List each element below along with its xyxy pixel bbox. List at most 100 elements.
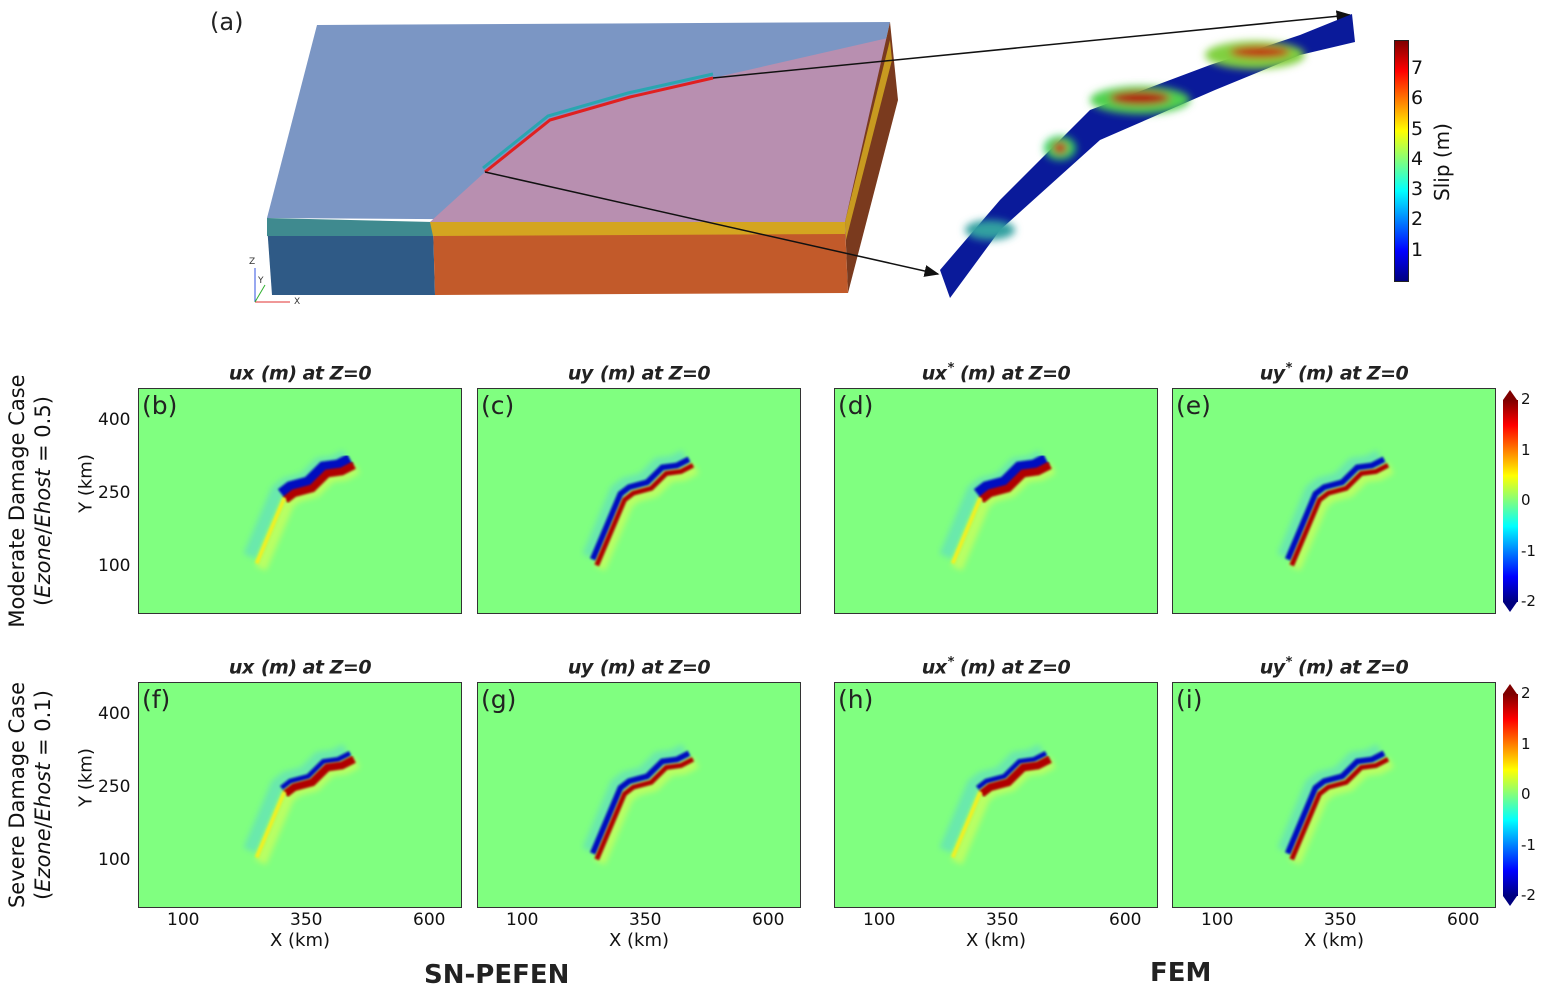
field-panel-b: (b) bbox=[138, 388, 462, 614]
field-negative-lobe bbox=[279, 751, 352, 790]
colorbar-tick: 1 bbox=[1521, 734, 1531, 753]
block-side bbox=[845, 22, 898, 293]
field-positive-lobe bbox=[1289, 462, 1390, 567]
x-tick-label: 600 bbox=[1447, 910, 1480, 930]
row-label: Moderate Damage Case (Ezone/Ehost = 0.5) bbox=[4, 371, 56, 631]
title-rest: (m) at Z=0 bbox=[1291, 656, 1409, 679]
field-lower-segment bbox=[950, 791, 983, 859]
panel-label-a: (a) bbox=[210, 8, 244, 36]
x-axis-label: X (km) bbox=[269, 930, 331, 951]
zoom-arrow bbox=[712, 10, 1352, 79]
x-tick-label: 600 bbox=[752, 910, 785, 930]
x-tick-label: 350 bbox=[1324, 910, 1357, 930]
slip-colorbar-label: Slip (m) bbox=[1430, 123, 1454, 201]
colorbar-tick: -2 bbox=[1521, 886, 1536, 904]
displacement-field bbox=[582, 744, 699, 865]
field-halo-negative bbox=[582, 450, 689, 560]
field-positive-lobe bbox=[979, 755, 1052, 798]
x-tick-label: 350 bbox=[290, 910, 323, 930]
title-variable: ux bbox=[228, 656, 254, 679]
method-label-sn-pefen: SN-PEFEN bbox=[424, 960, 570, 990]
method-label-fem: FEM bbox=[1150, 958, 1212, 988]
field-lower-segment bbox=[254, 791, 287, 859]
field-positive-lobe bbox=[283, 461, 356, 504]
slip-colorbar-tick: 2 bbox=[1411, 208, 1424, 231]
field-panel-f: (f) bbox=[138, 682, 462, 908]
field-halo-positive bbox=[1289, 462, 1394, 571]
title-variable: uy bbox=[567, 656, 593, 679]
field-halo-negative bbox=[243, 744, 350, 854]
field-halo-positive bbox=[951, 756, 1056, 865]
field-panel-h: (h) bbox=[834, 682, 1158, 908]
colorbar-tick: -2 bbox=[1521, 592, 1536, 610]
panel-label: (g) bbox=[481, 685, 517, 714]
row-label-ratio: (Ezone/Ehost = 0.5) bbox=[31, 396, 55, 606]
x-axis-label: X (km) bbox=[965, 930, 1027, 951]
x-tick-label: 350 bbox=[629, 910, 662, 930]
x-tick-label: 100 bbox=[1201, 910, 1234, 930]
y-tick-label: 250 bbox=[98, 483, 131, 503]
title-rest: (m) at Z=0 bbox=[254, 362, 372, 385]
field-negative-lobe bbox=[975, 751, 1048, 790]
field-lower-segment bbox=[950, 497, 983, 565]
block-front-left bbox=[267, 225, 435, 295]
panel-title: ux* (m) at Z=0 bbox=[834, 655, 1158, 678]
field-positive-lobe bbox=[979, 461, 1052, 504]
title-variable: ux bbox=[228, 362, 254, 385]
row-label-ratio: (Ezone/Ehost = 0.1) bbox=[31, 690, 55, 900]
panel-label: (h) bbox=[838, 685, 874, 714]
x-axis-label: X (km) bbox=[608, 930, 670, 951]
slip-colorbar-tick: 5 bbox=[1411, 117, 1424, 140]
displacement-field bbox=[939, 744, 1056, 865]
panel-title: uy (m) at Z=0 bbox=[477, 655, 801, 678]
slip-colorbar-tick: 7 bbox=[1411, 56, 1424, 79]
x-tick-label: 350 bbox=[986, 910, 1019, 930]
field-panel-e: (e) bbox=[1172, 388, 1496, 614]
title-variable: ux bbox=[921, 656, 947, 679]
triad-y-label: Y bbox=[257, 276, 264, 286]
title-variable: uy bbox=[1259, 362, 1285, 385]
displacement-field bbox=[243, 744, 360, 865]
panel-title: ux* (m) at Z=0 bbox=[834, 361, 1158, 384]
colorbar-tick: 0 bbox=[1521, 785, 1531, 803]
title-rest: (m) at Z=0 bbox=[593, 656, 711, 679]
mesh-block-diagram: X Y Z bbox=[249, 10, 1355, 307]
colorbar-tick: 2 bbox=[1521, 684, 1531, 702]
field-halo-positive bbox=[594, 756, 699, 865]
field-halo-positive bbox=[951, 462, 1056, 571]
title-rest: (m) at Z=0 bbox=[953, 362, 1071, 385]
y-tick-label: 100 bbox=[98, 850, 131, 870]
displacement-field bbox=[939, 450, 1056, 571]
field-negative-lobe bbox=[1285, 456, 1386, 561]
field-halo-negative bbox=[1277, 450, 1384, 560]
field-halo-negative bbox=[1277, 744, 1384, 854]
y-tick-label: 250 bbox=[98, 777, 131, 797]
field-panel-d: (d) bbox=[834, 388, 1158, 614]
slip-colorbar-tick: 6 bbox=[1411, 87, 1424, 110]
title-rest: (m) at Z=0 bbox=[254, 656, 372, 679]
fault-slip-surface bbox=[940, 14, 1355, 298]
block-front-right-strip bbox=[430, 222, 845, 236]
title-variable: uy bbox=[1259, 656, 1285, 679]
title-rest: (m) at Z=0 bbox=[593, 362, 711, 385]
triad-z-label: Z bbox=[249, 257, 255, 267]
field-panel-c: (c) bbox=[477, 388, 801, 614]
field-halo-positive bbox=[255, 462, 360, 571]
displacement-field bbox=[243, 450, 360, 571]
displacement-colorbar bbox=[1503, 694, 1518, 896]
axis-triad-icon bbox=[254, 268, 290, 303]
y-axis-label: Y (km) bbox=[75, 748, 97, 807]
field-halo-positive bbox=[255, 756, 360, 865]
field-halo-negative bbox=[582, 744, 689, 854]
title-rest: (m) at Z=0 bbox=[953, 656, 1071, 679]
row-label-case: Severe Damage Case bbox=[5, 681, 29, 909]
fault-trace-edge bbox=[482, 72, 714, 170]
field-halo-positive bbox=[1289, 756, 1394, 865]
title-star: * bbox=[1285, 655, 1293, 670]
panel-title: uy (m) at Z=0 bbox=[477, 361, 801, 384]
row-label-case: Moderate Damage Case bbox=[5, 374, 29, 628]
panel-title: ux (m) at Z=0 bbox=[138, 361, 462, 384]
y-tick-label: 400 bbox=[98, 410, 131, 430]
x-tick-label: 100 bbox=[506, 910, 539, 930]
panel-label: (e) bbox=[1176, 391, 1211, 420]
